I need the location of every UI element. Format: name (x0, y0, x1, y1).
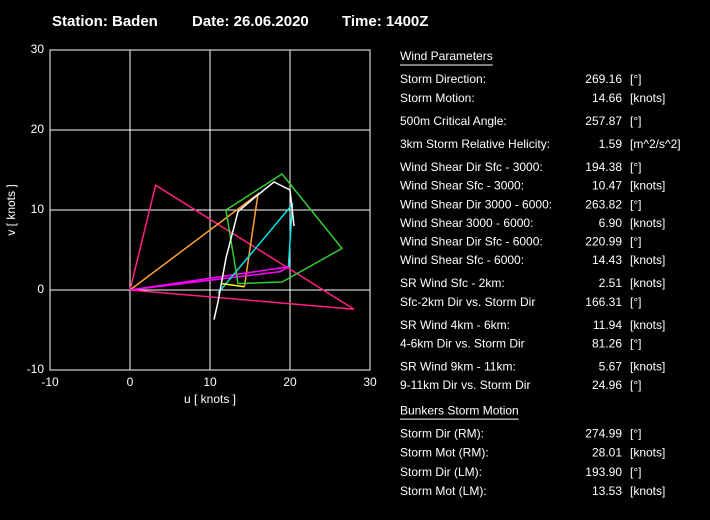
param-label: Storm Dir (LM): (400, 465, 482, 479)
param-label: Wind Shear Dir Sfc - 6000: (400, 234, 543, 248)
param-label: Wind Shear Dir Sfc - 3000: (400, 160, 543, 174)
param-unit: [°] (630, 336, 641, 350)
param-value: 263.82 (585, 197, 622, 211)
param-value: 24.96 (592, 378, 622, 392)
y-tick-label: 0 (37, 282, 44, 296)
param-value: 14.66 (592, 91, 622, 105)
param-label: SR Wind 9km - 11km: (400, 360, 516, 374)
param-unit: [°] (630, 114, 641, 128)
param-label: Wind Shear Sfc - 3000: (400, 179, 524, 193)
param-value: 269.16 (585, 72, 622, 86)
param-unit: [°] (630, 378, 641, 392)
param-label: Sfc-2km Dir vs. Storm Dir (400, 295, 535, 309)
hodograph-line (213, 181, 295, 320)
section-heading: Bunkers Storm Motion (400, 403, 519, 417)
param-unit: [knots] (630, 446, 665, 460)
param-value: 11.94 (593, 318, 622, 332)
param-unit: [°] (630, 426, 641, 440)
date: Date: 26.06.2020 (192, 13, 309, 30)
param-unit: [°] (630, 295, 641, 309)
param-label: 4-6km Dir vs. Storm Dir (400, 336, 525, 350)
param-label: Wind Shear Sfc - 6000: (400, 253, 524, 267)
y-tick-label: -10 (27, 362, 45, 376)
x-tick-label: 30 (363, 375, 377, 389)
y-tick-label: 10 (31, 202, 45, 216)
param-unit: [knots] (630, 253, 665, 267)
param-value: 193.90 (585, 465, 622, 479)
x-axis-label: u [ knots ] (184, 392, 236, 406)
param-label: Storm Direction: (400, 72, 486, 86)
param-unit: [knots] (630, 318, 665, 332)
param-unit: [°] (630, 72, 641, 86)
param-unit: [°] (630, 234, 641, 248)
param-unit: [knots] (630, 179, 665, 193)
time: Time: 1400Z (342, 13, 428, 30)
param-unit: [knots] (630, 91, 665, 105)
param-label: Storm Motion: (400, 91, 475, 105)
param-unit: [knots] (630, 276, 665, 290)
param-value: 194.38 (585, 160, 622, 174)
param-unit: [°] (630, 197, 641, 211)
hodograph-line (129, 184, 355, 310)
param-value: 1.59 (599, 137, 623, 151)
param-value: 13.53 (592, 484, 622, 498)
hodograph-line (225, 173, 344, 285)
param-value: 220.99 (585, 234, 622, 248)
param-label: SR Wind 4km - 6km: (400, 318, 510, 332)
y-tick-label: 20 (31, 122, 45, 136)
param-label: Wind Shear 3000 - 6000: (400, 216, 533, 230)
hodograph-line (129, 266, 289, 291)
param-label: SR Wind Sfc - 2km: (400, 276, 505, 290)
param-label: 9-11km Dir vs. Storm Dir (400, 378, 530, 392)
param-value: 28.01 (592, 446, 622, 460)
section-heading: Wind Parameters (400, 49, 493, 63)
param-label: Storm Mot (RM): (400, 446, 489, 460)
y-tick-label: 30 (31, 42, 45, 56)
param-unit: [°] (630, 465, 641, 479)
x-tick-label: 20 (283, 375, 297, 389)
param-value: 2.51 (599, 276, 623, 290)
param-label: Wind Shear Dir 3000 - 6000: (400, 197, 552, 211)
param-value: 81.26 (592, 336, 622, 350)
param-label: 3km Storm Relative Helicity: (400, 137, 550, 151)
param-value: 14.43 (592, 253, 622, 267)
param-label: Storm Mot (LM): (400, 484, 487, 498)
x-tick-label: 0 (127, 375, 134, 389)
param-value: 166.31 (585, 295, 622, 309)
param-unit: [knots] (630, 360, 665, 374)
param-unit: [°] (630, 160, 641, 174)
param-unit: [knots] (630, 484, 665, 498)
param-label: 500m Critical Angle: (400, 114, 507, 128)
station: Station: Baden (52, 13, 158, 30)
param-value: 10.47 (592, 179, 622, 193)
param-value: 257.87 (585, 114, 622, 128)
param-value: 274.99 (585, 426, 622, 440)
y-axis-label: v [ knots ] (4, 184, 18, 235)
hodograph-line (217, 202, 294, 294)
x-tick-label: -10 (41, 375, 59, 389)
hodograph-line (221, 282, 245, 288)
param-unit: [m^2/s^2] (630, 137, 681, 151)
param-label: Storm Dir (RM): (400, 426, 484, 440)
param-unit: [knots] (630, 216, 665, 230)
x-tick-label: 10 (203, 375, 217, 389)
param-value: 5.67 (599, 360, 623, 374)
param-value: 6.90 (599, 216, 623, 230)
